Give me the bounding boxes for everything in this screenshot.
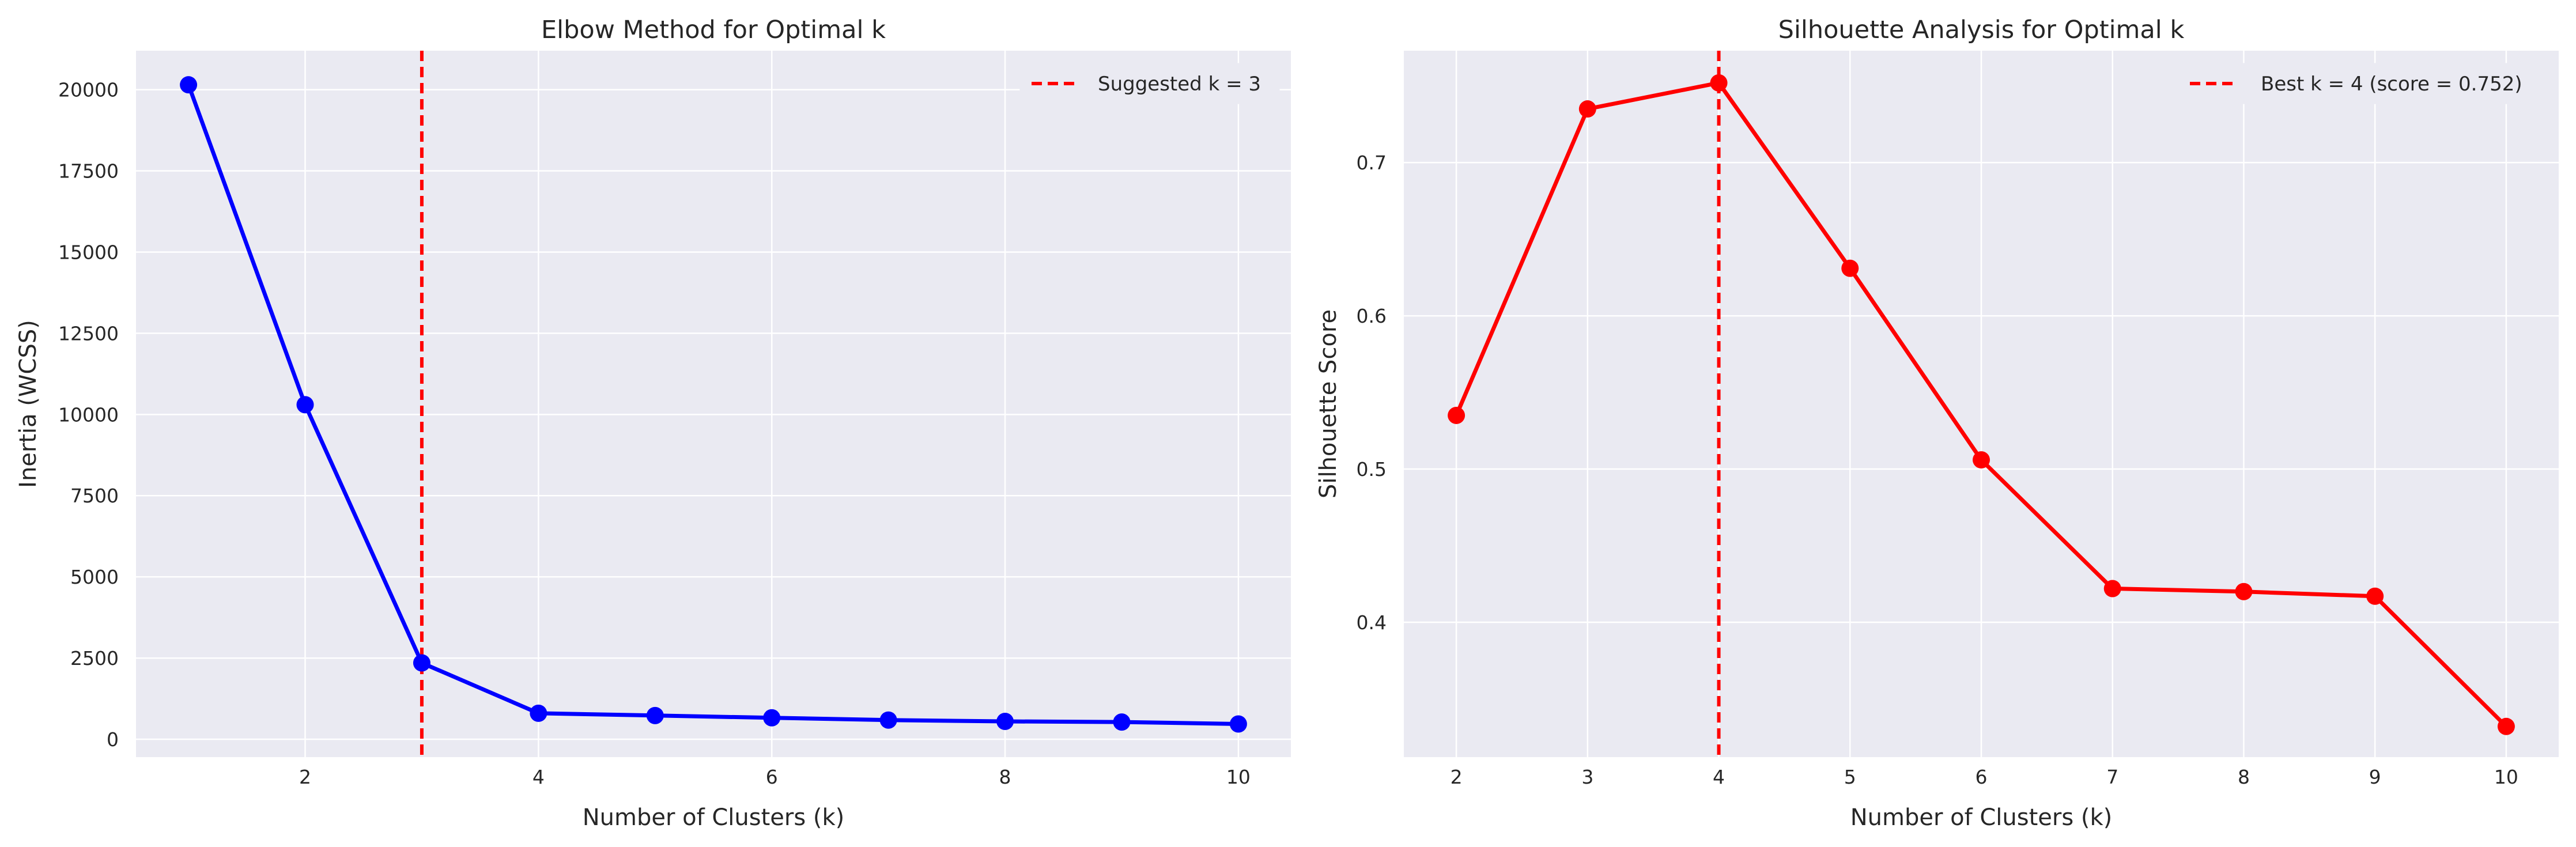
- silhouette-y-tick-labels: 0.4 0.5 0.6 0.7: [1357, 152, 1387, 634]
- elbow-y-tick-label: 7500: [70, 485, 119, 507]
- elbow-data-point: [1113, 713, 1131, 731]
- silhouette-data-point: [1448, 406, 1465, 424]
- elbow-data-point: [180, 76, 198, 94]
- silhouette-y-axis-label: Silhouette Score: [1315, 309, 1342, 498]
- elbow-x-axis-label: Number of Clusters (k): [583, 804, 845, 831]
- silhouette-legend-box: [2178, 63, 2551, 104]
- elbow-y-tick-label: 17500: [58, 160, 119, 183]
- elbow-x-tick-label: 4: [532, 766, 545, 788]
- elbow-x-tick-label: 8: [999, 766, 1011, 788]
- elbow-y-tick-label: 12500: [58, 322, 119, 345]
- elbow-data-point: [296, 396, 314, 414]
- elbow-data-point: [1229, 715, 1247, 733]
- silhouette-y-tick-label: 0.7: [1357, 152, 1387, 174]
- silhouette-data-point: [1973, 451, 1990, 469]
- silhouette-data-point: [2103, 580, 2121, 598]
- elbow-y-tick-labels: 0 2500 5000 7500 10000 12500 15000 17500 20000: [58, 79, 119, 751]
- silhouette-x-tick-label: 6: [1976, 766, 1988, 788]
- elbow-data-point: [646, 706, 664, 724]
- elbow-y-tick-label: 15000: [58, 241, 119, 263]
- elbow-x-tick-labels: 2 4 6 8 10: [299, 766, 1251, 788]
- silhouette-data-point: [2366, 587, 2384, 605]
- silhouette-x-tick-labels: 2 3 4 5 6 7 8 9 10: [1451, 766, 2518, 788]
- elbow-data-point: [763, 709, 781, 727]
- silhouette-x-tick-label: 7: [2106, 766, 2118, 788]
- elbow-y-tick-label: 20000: [58, 79, 119, 101]
- elbow-data-point: [996, 712, 1014, 730]
- silhouette-data-point: [2235, 583, 2253, 600]
- silhouette-legend-label: Best k = 4 (score = 0.752): [2261, 73, 2522, 96]
- silhouette-y-tick-label: 0.4: [1357, 611, 1387, 634]
- silhouette-x-axis-label: Number of Clusters (k): [1850, 804, 2113, 831]
- elbow-y-axis-label: Inertia (WCSS): [15, 320, 41, 488]
- elbow-panel: 2 4 6 8 10 0 2500 5000 7500 10000 12500 15000 17500…: [15, 16, 1291, 831]
- silhouette-y-tick-label: 0.6: [1357, 305, 1387, 327]
- elbow-x-tick-label: 6: [766, 766, 778, 788]
- elbow-data-point: [530, 704, 547, 722]
- elbow-x-tick-label: 2: [299, 766, 311, 788]
- elbow-y-tick-label: 5000: [70, 566, 119, 588]
- silhouette-x-tick-label: 4: [1713, 766, 1725, 788]
- silhouette-panel: 2 3 4 5 6 7 8 9 10 0.4 0.5 0.6 0.7 Silhouette Analy…: [1315, 16, 2559, 831]
- elbow-y-tick-label: 0: [107, 728, 119, 751]
- silhouette-series: [1448, 74, 2515, 735]
- silhouette-x-tick-label: 9: [2369, 766, 2381, 788]
- silhouette-y-tick-label: 0.5: [1357, 458, 1387, 481]
- elbow-plot-area: [136, 51, 1291, 757]
- silhouette-data-point: [1578, 100, 1596, 118]
- silhouette-data-point: [2497, 717, 2515, 735]
- elbow-data-point: [413, 654, 430, 672]
- elbow-series-line: [186, 84, 1238, 726]
- silhouette-legend: Best k = 4 (score = 0.752): [2178, 63, 2551, 104]
- elbow-x-tick-label: 10: [1226, 766, 1251, 788]
- silhouette-data-point: [1841, 259, 1859, 277]
- elbow-legend-box: [1019, 63, 1280, 104]
- elbow-y-tick-label: 2500: [70, 647, 119, 670]
- silhouette-x-tick-label: 8: [2238, 766, 2250, 788]
- elbow-y-tick-label: 10000: [58, 403, 119, 426]
- silhouette-x-tick-label: 10: [2494, 766, 2518, 788]
- silhouette-x-tick-label: 3: [1581, 766, 1593, 788]
- silhouette-title: Silhouette Analysis for Optimal k: [1778, 16, 2185, 44]
- elbow-legend-label: Suggested k = 3: [1098, 73, 1261, 96]
- silhouette-x-tick-label: 5: [1844, 766, 1856, 788]
- elbow-series: [180, 76, 1247, 733]
- elbow-data-point: [879, 711, 897, 729]
- elbow-grid: [136, 51, 1291, 757]
- silhouette-data-point: [1710, 74, 1728, 92]
- elbow-title: Elbow Method for Optimal k: [541, 16, 886, 44]
- silhouette-x-tick-label: 2: [1451, 766, 1463, 788]
- elbow-legend: Suggested k = 3: [1019, 63, 1280, 104]
